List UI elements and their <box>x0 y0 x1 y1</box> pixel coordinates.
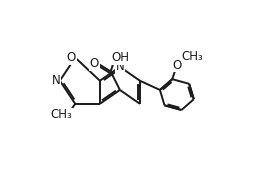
Text: N: N <box>52 74 60 87</box>
Text: CH₃: CH₃ <box>51 108 72 121</box>
Text: CH₃: CH₃ <box>181 50 203 63</box>
Text: OH: OH <box>111 51 129 64</box>
Text: N: N <box>116 60 124 73</box>
Text: O: O <box>172 59 182 72</box>
Text: O: O <box>67 51 76 64</box>
Text: O: O <box>90 57 99 70</box>
